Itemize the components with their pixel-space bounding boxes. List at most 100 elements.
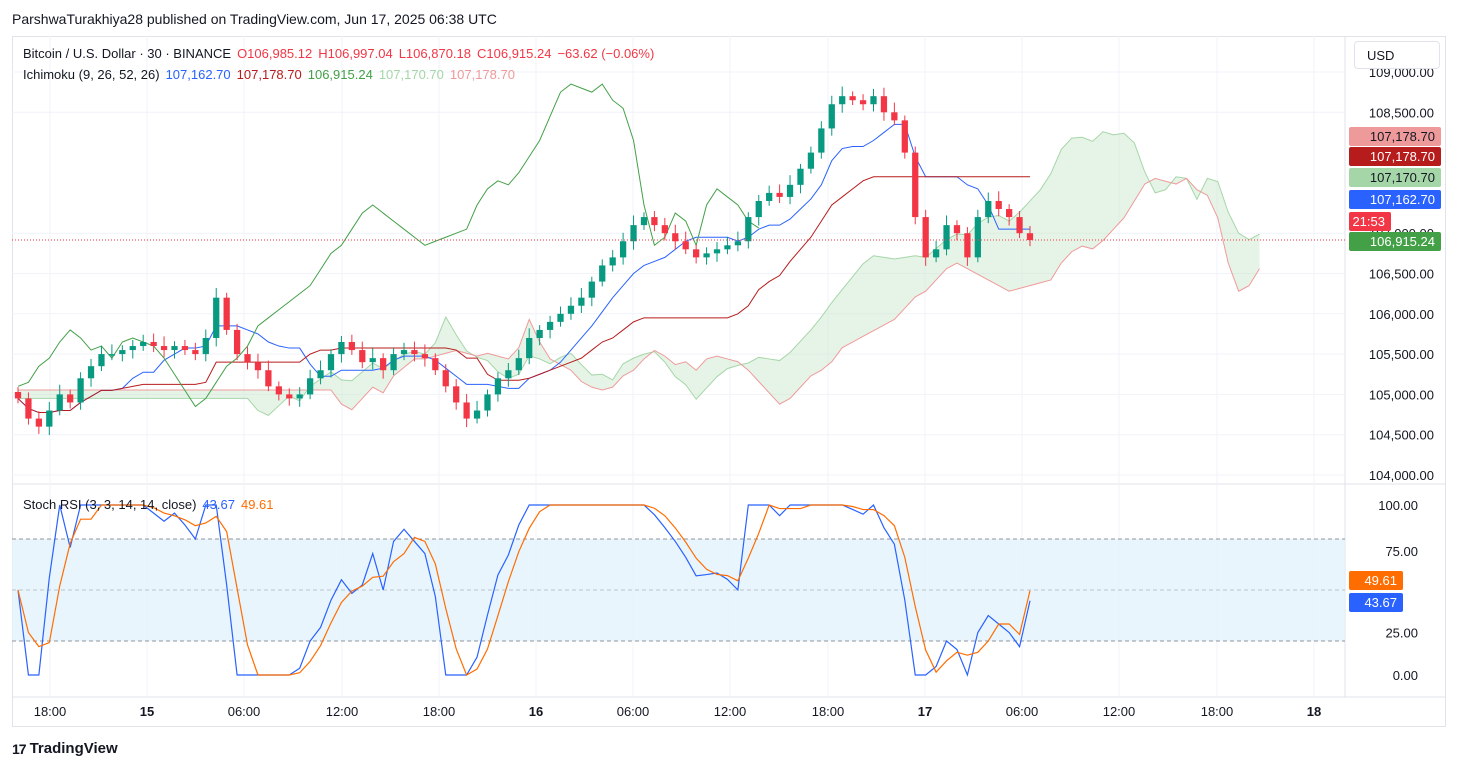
candle-body <box>494 378 502 395</box>
candle-body <box>901 120 908 153</box>
time-tick-label: 12:00 <box>714 704 747 719</box>
tradingview-brand[interactable]: 17 TradingView <box>12 740 118 757</box>
candle-body <box>14 391 22 399</box>
candle-body <box>567 305 575 314</box>
candle-body <box>119 350 126 355</box>
price-tick-label: 104,500.00 <box>1369 428 1434 443</box>
candle-body <box>411 350 418 355</box>
candle-body <box>943 225 950 250</box>
candle-body <box>682 241 689 250</box>
countdown-badge: 21:53 <box>1349 212 1391 231</box>
candle-body <box>233 329 241 355</box>
stoch-k-line <box>17 504 1031 677</box>
time-tick-label: 15 <box>140 704 154 719</box>
candle-body <box>818 128 825 153</box>
stoch-tick-label: 25.00 <box>1385 626 1418 641</box>
candle-body <box>661 225 668 234</box>
candle-body <box>296 394 303 399</box>
candle-body <box>786 184 794 197</box>
stoch-d-line <box>17 504 1031 676</box>
candle-body <box>619 241 627 258</box>
candle-body <box>536 329 543 338</box>
candle-body <box>67 394 74 403</box>
time-tick-label: 18:00 <box>812 704 845 719</box>
brand-name: TradingView <box>29 740 118 757</box>
candle-body <box>265 370 272 387</box>
legend-high: H106,997.04 <box>318 46 393 61</box>
candle-body <box>390 354 397 371</box>
candle-body <box>160 346 168 351</box>
candle-body <box>46 410 53 427</box>
chikou-span <box>17 83 760 408</box>
candle-body <box>912 152 919 218</box>
candle-body <box>254 362 262 371</box>
currency-button[interactable]: USD <box>1354 41 1440 69</box>
candle-body <box>98 354 105 367</box>
candle-body <box>432 358 439 371</box>
stoch-k-badge: 43.67 <box>1349 593 1403 612</box>
price-tick-label: 105,500.00 <box>1369 347 1434 362</box>
candle-body <box>35 418 42 427</box>
stoch-tick-label: 0.00 <box>1393 668 1418 683</box>
candle-body <box>630 225 637 242</box>
ichimoku-chikou-value: 106,915.24 <box>307 67 373 82</box>
senkou-b-badge: 107,178.70 <box>1349 127 1441 146</box>
candle-body <box>25 398 32 419</box>
candle-body <box>640 217 648 226</box>
senkou-span-b <box>18 177 1260 411</box>
candle-body <box>734 241 742 246</box>
candle-body <box>526 337 533 359</box>
candle-body <box>275 386 282 395</box>
stoch-label[interactable]: Stoch RSI (3, 3, 14, 14, close) <box>23 497 197 512</box>
candle-body <box>202 337 209 355</box>
time-tick-label: 17 <box>918 704 932 719</box>
candle-body <box>995 200 1002 210</box>
candle-body <box>964 233 971 258</box>
candle-body <box>953 225 961 234</box>
candle-body <box>515 358 522 371</box>
candle-body <box>693 249 700 258</box>
candle-body <box>400 350 408 355</box>
candle-body <box>713 249 721 254</box>
candle-body <box>859 100 867 105</box>
candle-body <box>797 168 804 185</box>
candle-body <box>1026 233 1034 241</box>
tradingview-logo-icon: 17 <box>12 740 27 757</box>
last-price-badge: 106,915.24 <box>1349 232 1441 251</box>
stoch-d-badge: 49.61 <box>1349 571 1403 590</box>
candle-body <box>286 394 293 399</box>
candle-body <box>223 297 230 330</box>
candle-body <box>609 257 616 266</box>
time-tick-label: 06:00 <box>1006 704 1039 719</box>
legend-change: −63.62 (−0.06%) <box>557 46 655 61</box>
candle-body <box>546 321 554 330</box>
price-tick-label: 108,500.00 <box>1369 105 1434 120</box>
stoch-legend: Stoch RSI (3, 3, 14, 14, close) 43.67 49.6… <box>23 497 280 512</box>
price-tick-label: 105,000.00 <box>1369 387 1434 402</box>
candle-body <box>505 370 512 379</box>
time-tick-label: 18 <box>1307 704 1321 719</box>
candle-body <box>348 342 355 351</box>
candle-body <box>463 402 470 419</box>
ichimoku-legend: Ichimoku (9, 26, 52, 26) 107,162.70 107,17… <box>23 67 521 82</box>
ichimoku-label[interactable]: Ichimoku (9, 26, 52, 26) <box>23 67 160 82</box>
candle-body <box>306 378 314 395</box>
time-tick-label: 12:00 <box>1103 704 1136 719</box>
price-tick-label: 106,500.00 <box>1369 267 1434 282</box>
candle-body <box>77 378 84 403</box>
candle-body <box>181 346 189 351</box>
tenkan-badge: 107,162.70 <box>1349 190 1441 209</box>
time-tick-label: 18:00 <box>34 704 67 719</box>
senkou-span-a <box>18 131 1260 416</box>
ichimoku-kijun-value: 107,178.70 <box>236 67 302 82</box>
candle-body <box>755 200 762 218</box>
candle-body <box>380 358 387 371</box>
candle-body <box>213 297 220 338</box>
ichimoku-tenkan-value: 107,162.70 <box>165 67 231 82</box>
symbol-name[interactable]: Bitcoin / U.S. Dollar · 30 · BINANCE <box>23 46 232 61</box>
legend-low: L106,870.18 <box>398 46 471 61</box>
candle-body <box>317 370 324 379</box>
candle-body <box>672 233 679 242</box>
candle-body <box>703 253 710 258</box>
